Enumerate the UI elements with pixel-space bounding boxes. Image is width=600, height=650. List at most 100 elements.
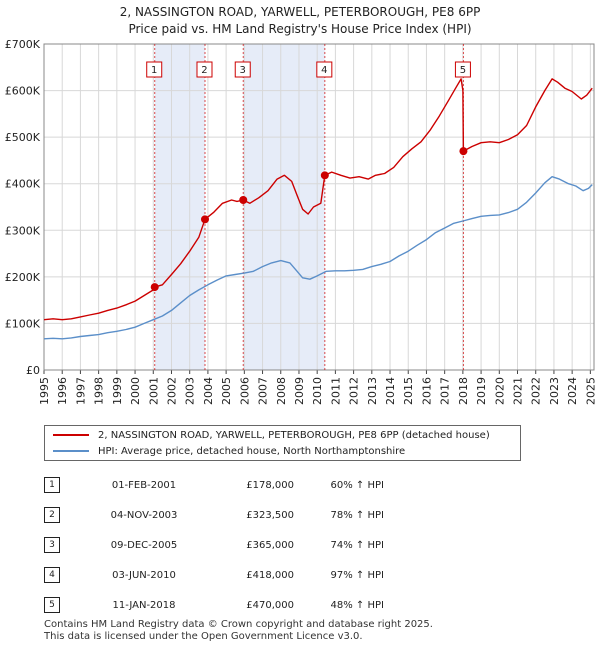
sale-point-3 bbox=[239, 196, 248, 205]
x-tick-label: 2006 bbox=[238, 377, 251, 405]
footer: Contains HM Land Registry data © Crown c… bbox=[44, 619, 433, 643]
sale-box-3 bbox=[234, 61, 251, 78]
sale-number-cell: 1 bbox=[44, 470, 84, 500]
sale-number-cell: 4 bbox=[44, 560, 84, 590]
sale-box-1 bbox=[146, 61, 163, 78]
sale-price: £470,000 bbox=[246, 599, 294, 611]
sale-price: £418,000 bbox=[246, 569, 294, 581]
y-tick-label: £200K bbox=[5, 271, 41, 284]
sale-price-cell: £418,000 bbox=[204, 560, 294, 590]
shaded-period-2 bbox=[243, 44, 325, 370]
y-tick-label: £500K bbox=[5, 131, 41, 144]
sale-date-cell: 01-FEB-2001 bbox=[84, 470, 204, 500]
sale-hpi: 74% ↑ HPI bbox=[330, 539, 384, 551]
table-row: 4 03-JUN-2010 £418,000 97% ↑ HPI bbox=[44, 560, 384, 590]
sale-date-cell: 04-NOV-2003 bbox=[84, 500, 204, 530]
sale-number-cell: 5 bbox=[44, 590, 84, 620]
sale-date-cell: 11-JAN-2018 bbox=[84, 590, 204, 620]
sale-hpi: 78% ↑ HPI bbox=[330, 509, 384, 521]
y-tick-label: £300K bbox=[5, 224, 41, 237]
footer-licence: This data is licensed under the Open Gov… bbox=[44, 631, 363, 642]
legend-label-hpi: HPI: Average price, detached house, Nort… bbox=[98, 446, 406, 457]
sale-price-cell: £323,500 bbox=[204, 500, 294, 530]
sale-date: 09-DEC-2005 bbox=[110, 539, 178, 551]
x-tick-label: 2021 bbox=[512, 377, 525, 405]
sale-date: 03-JUN-2010 bbox=[112, 569, 176, 581]
sale-hpi-cell: 74% ↑ HPI bbox=[294, 530, 384, 560]
legend-swatch-property bbox=[53, 434, 89, 436]
axes: £0 £100K £200K £300K £400K £500K £600K £700K 199… bbox=[5, 38, 598, 405]
sales-table: 1 01-FEB-2001 £178,000 60% ↑ HPI 2 04-NOV-200… bbox=[44, 470, 384, 620]
footer-copyright: Contains HM Land Registry data © Crown c… bbox=[44, 619, 433, 630]
table-row: 5 11-JAN-2018 £470,000 48% ↑ HPI bbox=[44, 590, 384, 620]
sale-point-5 bbox=[459, 147, 468, 156]
x-tick-label: 1998 bbox=[93, 377, 106, 405]
x-tick-label: 1996 bbox=[56, 377, 69, 405]
chart-title: 2, NASSINGTON ROAD, YARWELL, PETERBOROUG… bbox=[119, 5, 481, 19]
sale-number: 1 bbox=[44, 477, 60, 493]
sale-price-cell: £178,000 bbox=[204, 470, 294, 500]
x-tick-label: 1997 bbox=[74, 377, 87, 405]
x-tick-label: 2003 bbox=[184, 377, 197, 405]
x-tick-label: 2002 bbox=[165, 377, 178, 405]
x-tick-label: 2019 bbox=[475, 377, 488, 405]
sale-box-label-2: 2 bbox=[201, 65, 207, 76]
price-chart: £0 £100K £200K £300K £400K £500K £600K £700K 199… bbox=[5, 38, 598, 405]
x-tick-label: 2008 bbox=[275, 377, 288, 405]
y-tick-label: £100K bbox=[5, 317, 41, 330]
y-tick-label: £400K bbox=[5, 178, 41, 191]
x-tick-label: 2007 bbox=[257, 377, 270, 405]
table-row: 3 09-DEC-2005 £365,000 74% ↑ HPI bbox=[44, 530, 384, 560]
sale-hpi: 48% ↑ HPI bbox=[330, 599, 384, 611]
x-tick-label: 2024 bbox=[566, 377, 579, 405]
sale-box-label-5: 5 bbox=[460, 65, 466, 76]
sale-date-cell: 03-JUN-2010 bbox=[84, 560, 204, 590]
table-row: 2 04-NOV-2003 £323,500 78% ↑ HPI bbox=[44, 500, 384, 530]
shaded-period-1 bbox=[154, 44, 205, 370]
sale-hpi: 97% ↑ HPI bbox=[330, 569, 384, 581]
x-tick-label: 2000 bbox=[129, 377, 142, 405]
x-tick-label: 2025 bbox=[584, 377, 597, 405]
x-tick-label: 2010 bbox=[311, 377, 324, 405]
x-tick-label: 2012 bbox=[348, 377, 361, 405]
sale-box-2 bbox=[196, 61, 213, 78]
x-tick-label: 2018 bbox=[457, 377, 470, 405]
sale-hpi-cell: 78% ↑ HPI bbox=[294, 500, 384, 530]
x-tick-label: 2011 bbox=[329, 377, 342, 405]
sale-number: 2 bbox=[44, 507, 60, 523]
chart-title-block: 2, NASSINGTON ROAD, YARWELL, PETERBOROUG… bbox=[0, 4, 600, 38]
sale-point-1 bbox=[150, 283, 159, 292]
x-tick-label: 1999 bbox=[111, 377, 124, 405]
plot-frame bbox=[43, 43, 595, 371]
sale-point-2 bbox=[200, 215, 209, 224]
x-tick-label: 2020 bbox=[493, 377, 506, 405]
legend-label-property: 2, NASSINGTON ROAD, YARWELL, PETERBOROUG… bbox=[98, 430, 490, 441]
x-tick-label: 2001 bbox=[147, 377, 160, 405]
sale-number: 3 bbox=[44, 537, 60, 553]
sale-box-5 bbox=[454, 61, 471, 78]
sale-number-cell: 2 bbox=[44, 500, 84, 530]
table-row: 1 01-FEB-2001 £178,000 60% ↑ HPI bbox=[44, 470, 384, 500]
legend-swatch-hpi bbox=[53, 450, 89, 452]
x-tick-label: 2016 bbox=[420, 377, 433, 405]
sale-number-cell: 3 bbox=[44, 530, 84, 560]
shaded-periods bbox=[44, 44, 594, 370]
sale-point-4 bbox=[320, 171, 329, 180]
sale-number: 5 bbox=[44, 597, 60, 613]
sale-price: £365,000 bbox=[246, 539, 294, 551]
sale-points bbox=[150, 147, 468, 292]
y-tick-label: £700K bbox=[5, 38, 41, 51]
sale-label-boxes: 1 2 3 4 5 bbox=[146, 61, 471, 78]
y-tick-label: £0 bbox=[26, 364, 40, 377]
sale-hpi-cell: 60% ↑ HPI bbox=[294, 470, 384, 500]
x-tick-label: 2013 bbox=[366, 377, 379, 405]
legend: 2, NASSINGTON ROAD, YARWELL, PETERBOROUG… bbox=[44, 425, 521, 461]
series-lines bbox=[43, 78, 593, 340]
legend-item-property: 2, NASSINGTON ROAD, YARWELL, PETERBOROUG… bbox=[53, 429, 490, 443]
sale-hpi-cell: 48% ↑ HPI bbox=[294, 590, 384, 620]
sale-price: £178,000 bbox=[246, 479, 294, 491]
series-line-property bbox=[43, 78, 593, 321]
sale-date-cell: 09-DEC-2005 bbox=[84, 530, 204, 560]
x-tick-label: 2023 bbox=[548, 377, 561, 405]
sale-date: 01-FEB-2001 bbox=[111, 479, 177, 491]
